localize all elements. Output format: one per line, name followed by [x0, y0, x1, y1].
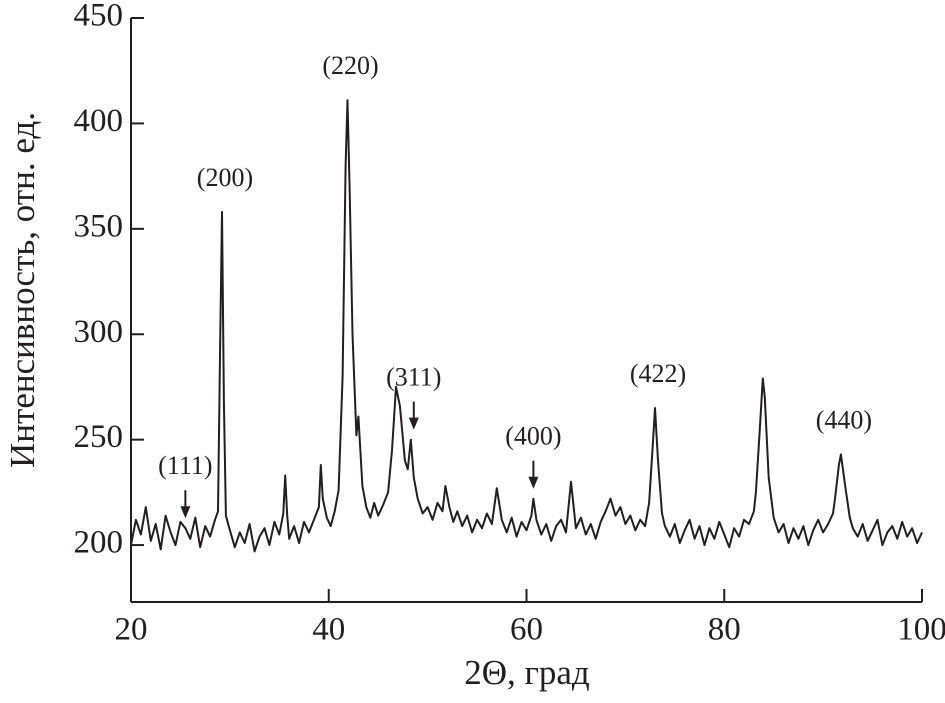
- x-tick-label: 80: [708, 612, 741, 648]
- y-tick-label: 400: [74, 103, 124, 139]
- y-tick-label: 250: [74, 419, 124, 455]
- arrow-head: [528, 476, 539, 489]
- arrow-head: [180, 506, 191, 519]
- peak-label: (422): [630, 359, 686, 388]
- arrow-head: [408, 417, 419, 430]
- peak-label: (311): [386, 363, 441, 392]
- x-tick-label: 40: [312, 612, 345, 648]
- y-tick-label: 450: [74, 0, 124, 34]
- y-tick-label: 300: [74, 314, 124, 350]
- y-axis-label: Интенсивность, отн. ед.: [3, 112, 42, 468]
- peak-label: (111): [158, 451, 212, 480]
- peak-label: (220): [322, 51, 378, 80]
- y-tick-label: 350: [74, 208, 124, 244]
- peak-label: (400): [505, 422, 561, 451]
- x-tick-label: 60: [510, 612, 543, 648]
- peak-label: (440): [816, 405, 872, 434]
- y-tick-label: 200: [74, 525, 124, 561]
- x-tick-label: 100: [897, 612, 945, 648]
- intensity-line: [130, 99, 923, 553]
- peak-label: (200): [197, 163, 253, 192]
- x-axis-label: 2Θ, град: [464, 653, 590, 692]
- x-tick-label: 20: [115, 612, 148, 648]
